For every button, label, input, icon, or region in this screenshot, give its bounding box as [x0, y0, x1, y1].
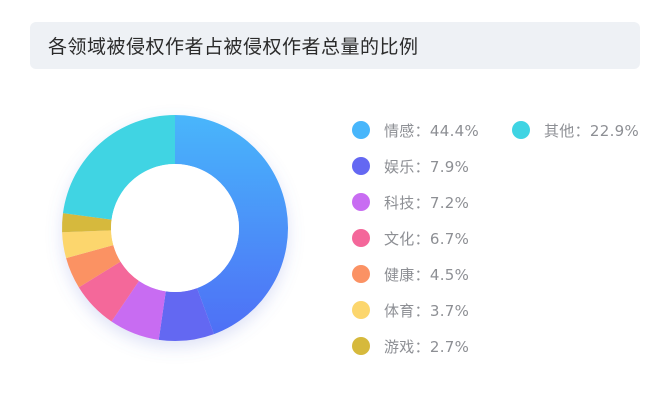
chart-title-bar: 各领域被侵权作者占被侵权作者总量的比例 [30, 22, 640, 69]
donut-slice-5 [66, 245, 121, 288]
donut-slice-8 [62, 115, 175, 220]
donut-slice-1 [175, 115, 288, 335]
donut-slice-2 [158, 288, 214, 341]
donut-hole [111, 164, 239, 292]
donut-slice-3 [111, 280, 166, 340]
donut-slice-7 [62, 213, 112, 233]
donut-slice-4 [78, 261, 140, 322]
chart-title: 各领域被侵权作者占被侵权作者总量的比例 [48, 36, 419, 58]
donut-slice-6 [62, 230, 114, 259]
